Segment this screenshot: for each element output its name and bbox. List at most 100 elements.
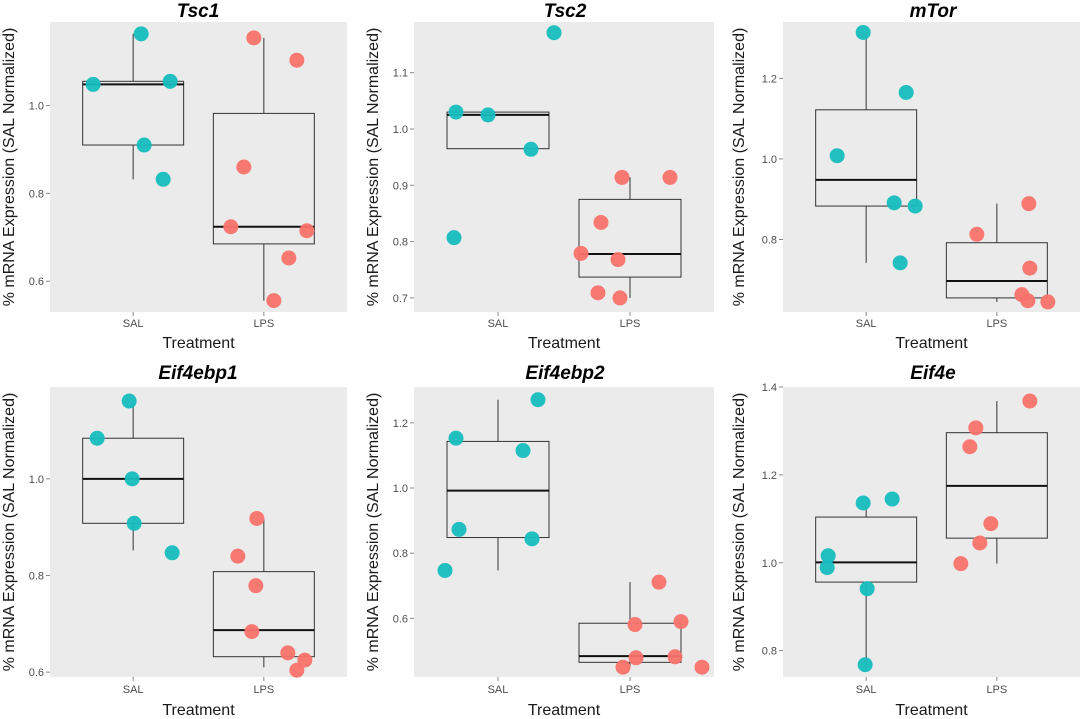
data-point <box>523 141 539 157</box>
data-point <box>969 226 985 242</box>
y-axis-title: % mRNA Expression (SAL Normalized) <box>1 393 18 672</box>
data-point <box>162 73 178 89</box>
series-lps <box>945 196 1056 310</box>
data-point <box>223 219 239 235</box>
data-point <box>855 495 871 511</box>
data-point <box>437 562 453 578</box>
data-point <box>1021 196 1037 212</box>
x-tick-label: LPS <box>620 318 641 330</box>
data-point <box>236 159 252 175</box>
y-tick-label: 1.2 <box>762 470 777 482</box>
data-point <box>446 230 462 246</box>
panel-eif4ebp1: Eif4ebp1 0.6 0.8 1.0 % mRNA Expression (SAL … <box>1 363 347 719</box>
data-point <box>124 471 140 487</box>
series-lps <box>573 169 682 306</box>
box <box>578 198 682 278</box>
data-point <box>448 104 464 120</box>
x-tick-label: LPS <box>620 684 641 696</box>
data-point <box>451 521 467 537</box>
data-point <box>289 52 305 68</box>
series-sal <box>446 25 562 246</box>
data-point <box>612 290 628 306</box>
y-tick-label: 1.0 <box>393 124 408 136</box>
x-tick-label: SAL <box>488 318 509 330</box>
x-tick-label: LPS <box>253 318 274 330</box>
data-point <box>230 548 246 564</box>
data-point <box>164 545 180 561</box>
box <box>446 111 550 150</box>
data-point <box>1020 293 1036 309</box>
y-tick-label: 0.6 <box>29 276 44 288</box>
data-point <box>972 535 988 551</box>
data-point <box>1022 260 1038 276</box>
y-tick-label: 1.0 <box>762 154 777 166</box>
y-tick-label: 1.2 <box>762 73 777 85</box>
data-point <box>1022 393 1038 409</box>
y-tick-label: 0.8 <box>29 188 44 200</box>
data-point <box>289 662 305 678</box>
data-point <box>546 25 562 41</box>
data-point <box>898 84 914 100</box>
panel-title: mTor <box>910 1 958 22</box>
data-point <box>1040 294 1056 310</box>
x-axis-title: Treatment <box>528 335 601 352</box>
y-tick-label: 1.0 <box>29 100 44 112</box>
x-axis-title: Treatment <box>162 335 235 352</box>
x-tick-label: SAL <box>856 684 877 696</box>
data-point <box>593 214 609 230</box>
y-axis-title: % mRNA Expression (SAL Normalized) <box>365 28 382 307</box>
data-point <box>266 293 282 309</box>
series-lps <box>212 30 315 309</box>
x-tick-label: SAL <box>123 318 144 330</box>
y-axis-title: % mRNA Expression (SAL Normalized) <box>365 393 382 672</box>
y-tick-label: 1.4 <box>762 382 777 394</box>
data-point <box>673 614 689 630</box>
data-point <box>480 107 496 123</box>
panel-title: Eif4ebp2 <box>525 363 605 384</box>
data-point <box>244 624 260 640</box>
data-point <box>89 430 105 446</box>
y-tick-label: 0.6 <box>29 667 44 679</box>
data-point <box>133 26 149 42</box>
data-point <box>694 659 710 675</box>
data-point <box>121 393 137 409</box>
y-tick-label: 0.8 <box>762 646 777 658</box>
panel-eif4ebp2: Eif4ebp2 0.6 0.8 1.0 1.2 % mRNA Expression (S… <box>365 363 714 719</box>
data-point <box>614 169 630 185</box>
panel-eif4e: Eif4e 0.8 1.0 1.2 1.4 % mRNA Expression (SAL … <box>731 363 1080 719</box>
data-point <box>884 491 900 507</box>
x-tick-label: LPS <box>986 318 1007 330</box>
y-axis-title: % mRNA Expression (SAL Normalized) <box>731 393 748 672</box>
data-point <box>662 169 678 185</box>
data-point <box>855 24 871 40</box>
x-tick-label: LPS <box>986 684 1007 696</box>
data-point <box>907 198 923 214</box>
series-sal <box>815 491 918 673</box>
data-point <box>610 252 626 268</box>
box <box>446 440 550 539</box>
box <box>212 112 315 245</box>
x-tick-label: SAL <box>123 684 144 696</box>
plot-background <box>783 387 1080 677</box>
y-tick-label: 1.0 <box>762 558 777 570</box>
data-point <box>299 223 315 239</box>
series-sal <box>437 392 550 578</box>
data-point <box>136 137 152 153</box>
panel-title: Tsc2 <box>544 1 587 22</box>
x-axis-title: Treatment <box>528 702 601 719</box>
y-tick-label: 0.7 <box>393 293 408 305</box>
data-point <box>590 285 606 301</box>
box <box>212 571 315 658</box>
x-axis-title: Treatment <box>895 335 968 352</box>
data-point <box>962 439 978 455</box>
data-point <box>819 560 835 576</box>
data-point <box>280 645 296 661</box>
y-tick-label: 0.6 <box>393 613 408 625</box>
panel-tsc1: Tsc1 0.6 0.8 1.0 % mRNA Expression (SAL Norm… <box>1 1 347 352</box>
y-tick-label: 0.9 <box>393 180 408 192</box>
series-sal <box>815 24 923 271</box>
panel-mtor: mTor 0.8 1.0 1.2 % mRNA Expression (SAL Norm… <box>731 1 1080 352</box>
data-point <box>829 148 845 164</box>
data-point <box>983 516 999 532</box>
series-lps <box>945 393 1048 572</box>
